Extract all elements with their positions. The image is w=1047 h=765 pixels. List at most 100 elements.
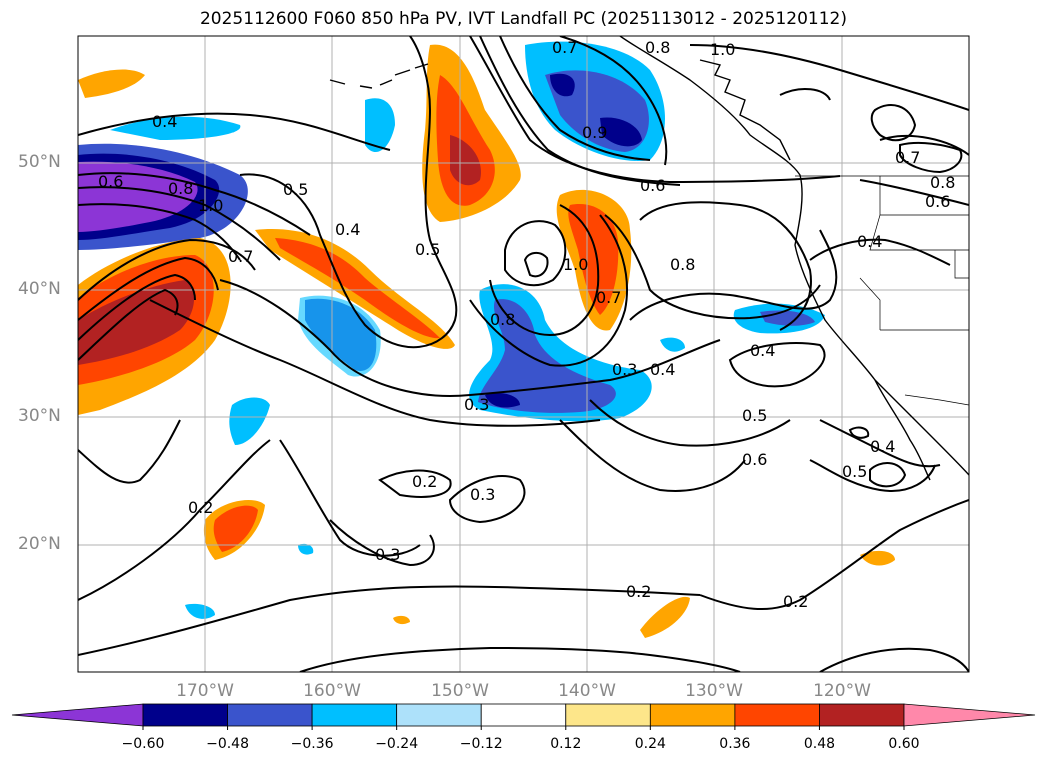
- pv-fill-negative-spot: [660, 337, 685, 352]
- contour-label: 0.3: [464, 395, 489, 414]
- lat-label-20n: 20°N: [18, 534, 61, 554]
- contour-0-4-northeast: [809, 238, 951, 266]
- pv-fill-negative-tiny-2: [298, 543, 314, 555]
- pv-fill-negative-tiny: [185, 603, 215, 619]
- pv-fill-negative-central-west-outer: [298, 295, 381, 377]
- contour-0-4-east-loop: [728, 342, 826, 388]
- contour-label: 0.8: [930, 173, 955, 192]
- pv-fill-strong-positive-north: [450, 135, 481, 186]
- pv-fill-strong-negative-northeast: [600, 117, 642, 147]
- contour-label: 0.4: [750, 341, 775, 360]
- contour-label: 0.4: [650, 360, 675, 379]
- pv-fill-negative-small-west: [229, 397, 270, 445]
- contour-label: 0.4: [857, 232, 882, 251]
- pv-fill-strong-negative-northeast-2: [550, 73, 575, 97]
- contour-0-5-southeast: [809, 459, 936, 492]
- contour-0-7-east: [604, 214, 821, 320]
- contour-label: 0.4: [870, 437, 895, 456]
- contour-southeast-ring: [869, 462, 907, 488]
- contour-0-7-northeast: [899, 141, 963, 174]
- contour-label: 0.6: [98, 172, 123, 191]
- map-frame: [77, 35, 970, 673]
- contour-south-bottom: [299, 646, 741, 672]
- contour-label: 0.4: [335, 220, 360, 239]
- contour-central-ring-2: [523, 252, 549, 278]
- contour-west-inner-3: [78, 288, 179, 361]
- contour-0-2-west: [78, 439, 271, 601]
- contour-label: 0.3: [375, 545, 400, 564]
- contour-label: 0.8: [490, 310, 515, 329]
- contour-central-ring-1: [504, 220, 567, 287]
- contour-west-inner-1: [78, 256, 219, 321]
- contour-0-4-central: [219, 279, 721, 397]
- contour-label: 0.2: [188, 498, 213, 517]
- contour-0-4-southeast: [819, 419, 941, 468]
- contour-southeast-small-ring: [848, 426, 870, 439]
- contour-label: 0.2: [626, 582, 651, 601]
- contour-label: 0.6: [925, 192, 950, 211]
- contour-1-0-north: [689, 44, 969, 111]
- contour-label: 1.0: [563, 255, 588, 274]
- contour-0-2-southeast: [699, 499, 969, 610]
- contour-0-6-east: [629, 229, 838, 321]
- us-state-borders: [859, 176, 969, 331]
- lon-label-150w: 150°W: [431, 681, 489, 701]
- gridlines: [78, 36, 969, 672]
- pv-fill-positive-south-core: [213, 505, 258, 552]
- contour-0-8-north: [479, 36, 681, 186]
- contour-0-8-west: [78, 186, 281, 261]
- contour-0-5-central: [239, 36, 458, 349]
- baja-peninsula: [874, 379, 931, 481]
- contour-0-7-north: [559, 36, 668, 166]
- contour-label: 0.9: [582, 123, 607, 142]
- pv-fill-cyan-west: [110, 116, 241, 140]
- contour-label: 0.8: [168, 179, 193, 198]
- borders: [795, 175, 969, 406]
- pv-fill-positive-north-coast: [78, 69, 145, 98]
- contour-label: 0.3: [612, 360, 637, 379]
- contour-1-0-central: [489, 204, 600, 337]
- contour-0-9-north: [499, 36, 651, 161]
- contour-label: 0.7: [596, 288, 621, 307]
- pv-fill-purple-west: [78, 161, 198, 232]
- contour-0-6-west: [78, 172, 311, 236]
- contour-label: 0.6: [742, 450, 767, 469]
- lat-label-50n: 50°N: [18, 152, 61, 172]
- contour-0-8-northeast: [879, 134, 969, 156]
- map-title: 2025112600 F060 850 hPa PV, IVT Landfall…: [199, 9, 847, 29]
- contour-label: 0.4: [152, 112, 177, 131]
- contour-east-ring: [779, 88, 831, 101]
- contour-central-loop: [149, 299, 601, 427]
- contour-0-8-central: [469, 214, 628, 367]
- contour-label: 0.8: [670, 255, 695, 274]
- contour-0-6-northeast: [859, 179, 969, 206]
- pv-fill-positive-streak-core: [275, 238, 440, 339]
- contour-label: 0.5: [742, 406, 767, 425]
- contour-0-2-central: [378, 469, 452, 498]
- contour-label: 0.8: [645, 38, 670, 57]
- pv-fill-negative-north-small: [365, 98, 395, 153]
- contour-0-8-east: [639, 201, 812, 331]
- ivt-contours: [78, 36, 969, 672]
- contour-0-2-south: [78, 585, 701, 656]
- contour-0-4-north: [78, 112, 391, 151]
- contour-label: 0.6: [640, 176, 665, 195]
- canada-coast-islands: [699, 59, 791, 161]
- contour-0-7-west: [78, 238, 256, 301]
- pv-fill-positive-east-core: [568, 204, 619, 315]
- contour-label: 0.5: [283, 180, 308, 199]
- contour-label: 0.5: [842, 462, 867, 481]
- lon-label-120w: 120°W: [813, 681, 871, 701]
- lat-label-30n: 30°N: [18, 406, 61, 426]
- lon-label-170w: 170°W: [176, 681, 234, 701]
- contour-1-0-west: [78, 203, 241, 261]
- contour-0-3-south-loop: [329, 519, 435, 567]
- pv-fill-positive-southeast: [640, 596, 690, 638]
- pv-fill-strong-positive-west: [78, 280, 195, 365]
- contour-northeast-ring: [870, 104, 917, 142]
- lon-label-130w: 130°W: [685, 681, 743, 701]
- contour-0-2-bottom-right: [819, 647, 969, 672]
- contour-label: 1.0: [198, 196, 223, 215]
- contour-0-6-south: [559, 419, 746, 492]
